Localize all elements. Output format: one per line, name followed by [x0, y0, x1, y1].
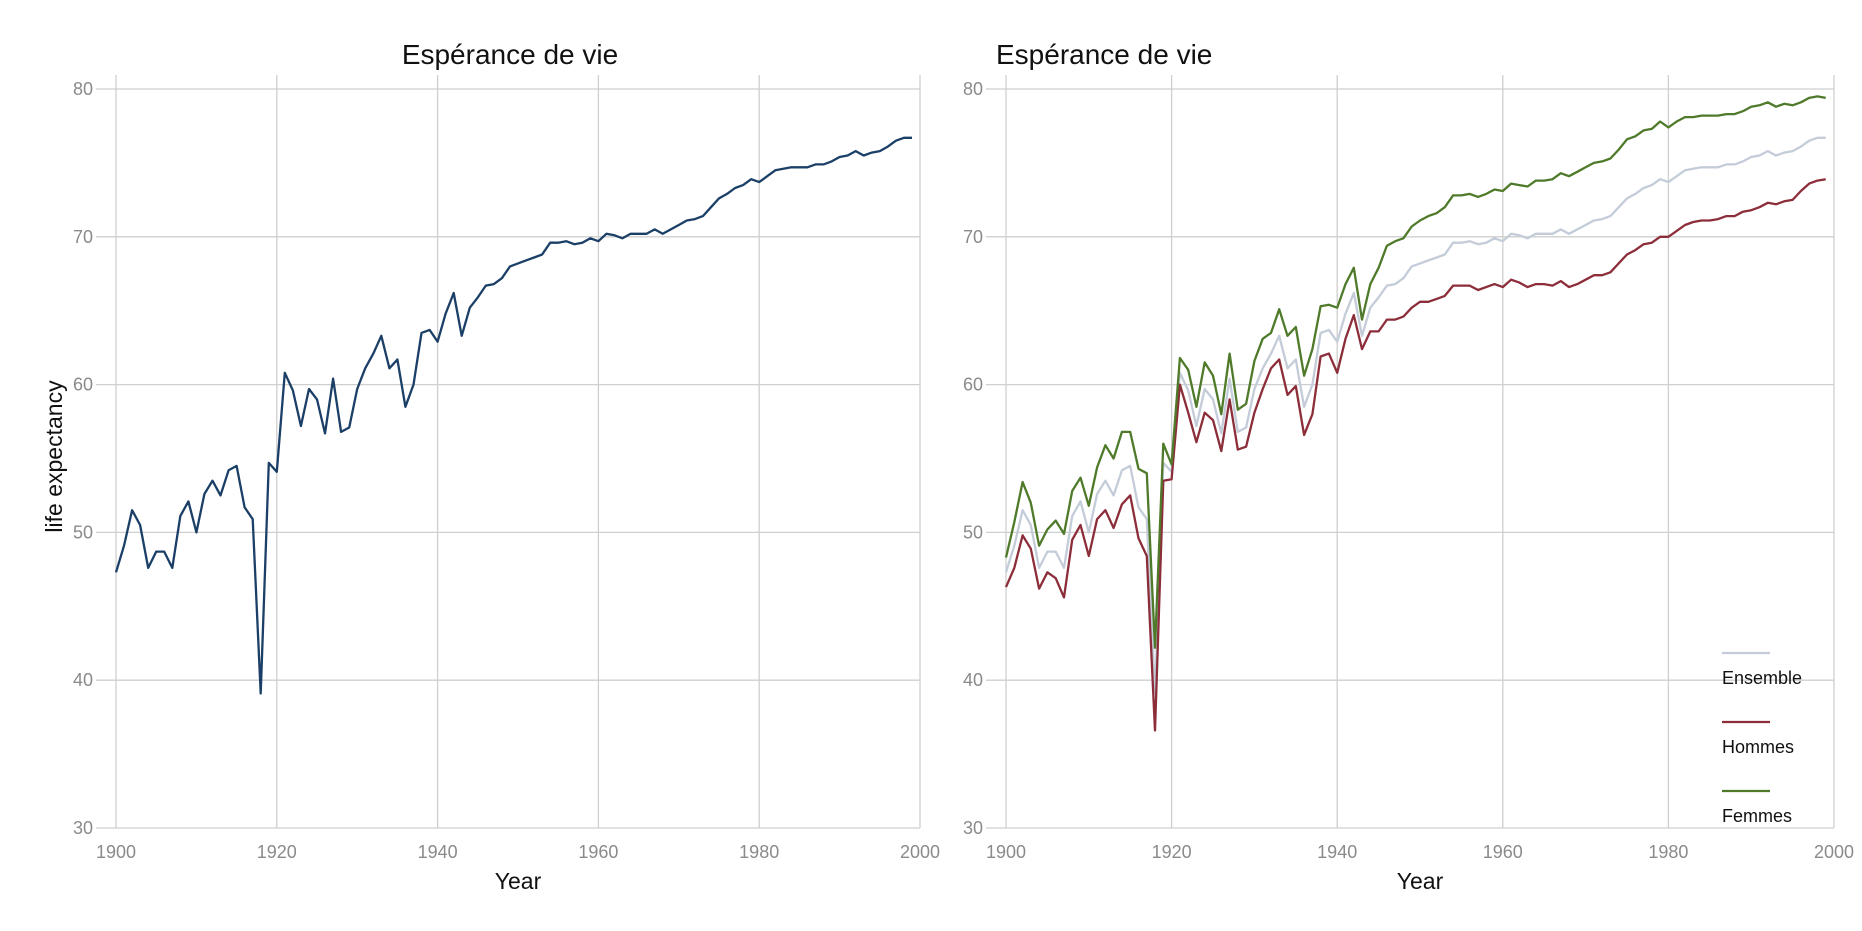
x-tick-label: 1960 [578, 842, 618, 862]
x-tick-label: 1980 [1648, 842, 1688, 862]
y-tick-label: 30 [963, 818, 983, 838]
legend-label-hommes: Hommes [1722, 737, 1794, 757]
x-tick-label: 1940 [1317, 842, 1357, 862]
x-axis-title: Year [495, 868, 542, 894]
x-tick-label: 1940 [418, 842, 458, 862]
y-axis-title: life expectancy [41, 380, 67, 533]
left-chart-panel: Espérance de vie 30 40 50 60 70 80 1900 1920 1940… [41, 39, 940, 894]
x-tick-label: 1960 [1483, 842, 1523, 862]
y-tick-label: 50 [963, 522, 983, 542]
right-chart-panel: Espérance de vie 30 40 50 60 70 80 1900 1920 1940… [963, 39, 1854, 894]
x-tick-label: 2000 [1814, 842, 1854, 862]
y-tick-label: 50 [73, 522, 93, 542]
y-tick-label: 60 [73, 375, 93, 395]
x-tick-label: 1920 [257, 842, 297, 862]
chart-title: Espérance de vie [996, 39, 1212, 70]
x-tick-label: 1900 [986, 842, 1026, 862]
x-tick-label: 1900 [96, 842, 136, 862]
x-axis-title: Year [1397, 868, 1444, 894]
y-tick-label: 60 [963, 375, 983, 395]
y-tick-label: 80 [963, 79, 983, 99]
series-line-hommes [1004, 178, 1826, 732]
series-line-ensemble [1004, 136, 1826, 695]
series-line [114, 136, 912, 695]
y-tick-label: 40 [73, 670, 93, 690]
x-tick-label: 1920 [1152, 842, 1192, 862]
series-line-femmes [1004, 95, 1826, 649]
y-tick-label: 80 [73, 79, 93, 99]
x-tick-label: 2000 [900, 842, 940, 862]
y-tick-label: 70 [73, 227, 93, 247]
chart-title: Espérance de vie [402, 39, 618, 70]
legend-label-femmes: Femmes [1722, 806, 1792, 826]
y-tick-label: 70 [963, 227, 983, 247]
y-tick-label: 30 [73, 818, 93, 838]
legend-label-ensemble: Ensemble [1722, 668, 1802, 688]
x-tick-label: 1980 [739, 842, 779, 862]
y-tick-label: 40 [963, 670, 983, 690]
